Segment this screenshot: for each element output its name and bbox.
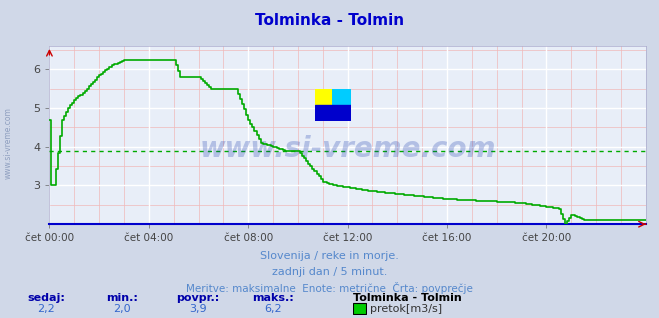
Text: 2,2: 2,2 [38,304,55,314]
Polygon shape [333,89,351,105]
Text: www.si-vreme.com: www.si-vreme.com [3,107,13,179]
Text: pretok[m3/s]: pretok[m3/s] [370,304,442,314]
Polygon shape [315,105,351,121]
Text: Slovenija / reke in morje.: Slovenija / reke in morje. [260,251,399,261]
Polygon shape [333,89,351,105]
Text: 3,9: 3,9 [189,304,206,314]
Text: www.si-vreme.com: www.si-vreme.com [200,135,496,163]
Text: povpr.:: povpr.: [176,294,219,303]
Text: sedaj:: sedaj: [27,294,65,303]
Text: 6,2: 6,2 [265,304,282,314]
Polygon shape [315,89,333,105]
Text: zadnji dan / 5 minut.: zadnji dan / 5 minut. [272,267,387,277]
Text: Meritve: maksimalne  Enote: metrične  Črta: povprečje: Meritve: maksimalne Enote: metrične Črta… [186,282,473,294]
Bar [353,303,366,314]
Text: maks.:: maks.: [252,294,295,303]
Text: min.:: min.: [106,294,138,303]
Text: Tolminka - Tolmin: Tolminka - Tolmin [353,294,461,303]
Text: Tolminka - Tolmin: Tolminka - Tolmin [255,13,404,28]
Text: 2,0: 2,0 [113,304,130,314]
